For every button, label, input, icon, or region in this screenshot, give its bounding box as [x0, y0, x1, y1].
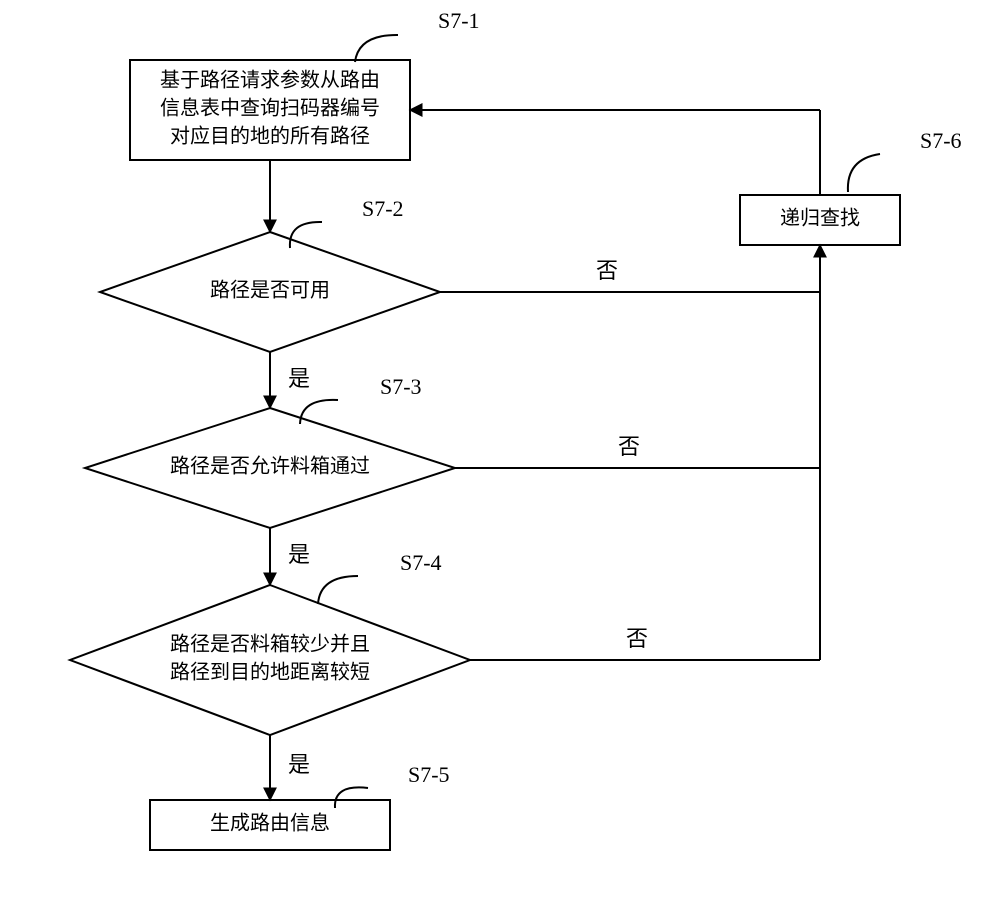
n1: 基于路径请求参数从路由信息表中查询扫码器编号对应目的地的所有路径: [130, 60, 410, 160]
n2: 路径是否可用: [100, 232, 440, 352]
n4-text-1: 路径到目的地距离较短: [170, 661, 370, 684]
n6-text-0: 递归查找: [780, 207, 860, 230]
n3: 路径是否允许料箱通过: [85, 408, 455, 528]
n5-text-0: 生成路由信息: [210, 812, 330, 835]
n4: 路径是否料箱较少并且路径到目的地距离较短: [70, 585, 470, 735]
edge-label-1: 是: [288, 366, 310, 391]
edge-label-2: 是: [288, 542, 310, 567]
edge-label-4: 否: [596, 258, 618, 283]
step-label-s6: S7-6: [920, 128, 962, 153]
edge-label-5: 否: [618, 434, 640, 459]
n4-text-0: 路径是否料箱较少并且: [170, 633, 370, 656]
n1-text-2: 对应目的地的所有路径: [170, 125, 370, 148]
step-label-s5: S7-5: [408, 762, 450, 787]
n5: 生成路由信息: [150, 800, 390, 850]
n2-text-0: 路径是否可用: [210, 279, 330, 302]
edge-label-3: 是: [288, 752, 310, 777]
step-label-s3: S7-3: [380, 374, 422, 399]
step-label-s1: S7-1: [438, 8, 480, 33]
n6: 递归查找: [740, 195, 900, 245]
edge-label-6: 否: [626, 626, 648, 651]
n3-text-0: 路径是否允许料箱通过: [170, 455, 370, 478]
step-label-s2: S7-2: [362, 196, 404, 221]
n1-text-0: 基于路径请求参数从路由: [160, 69, 380, 92]
step-label-s4: S7-4: [400, 550, 442, 575]
n1-text-1: 信息表中查询扫码器编号: [160, 97, 380, 120]
